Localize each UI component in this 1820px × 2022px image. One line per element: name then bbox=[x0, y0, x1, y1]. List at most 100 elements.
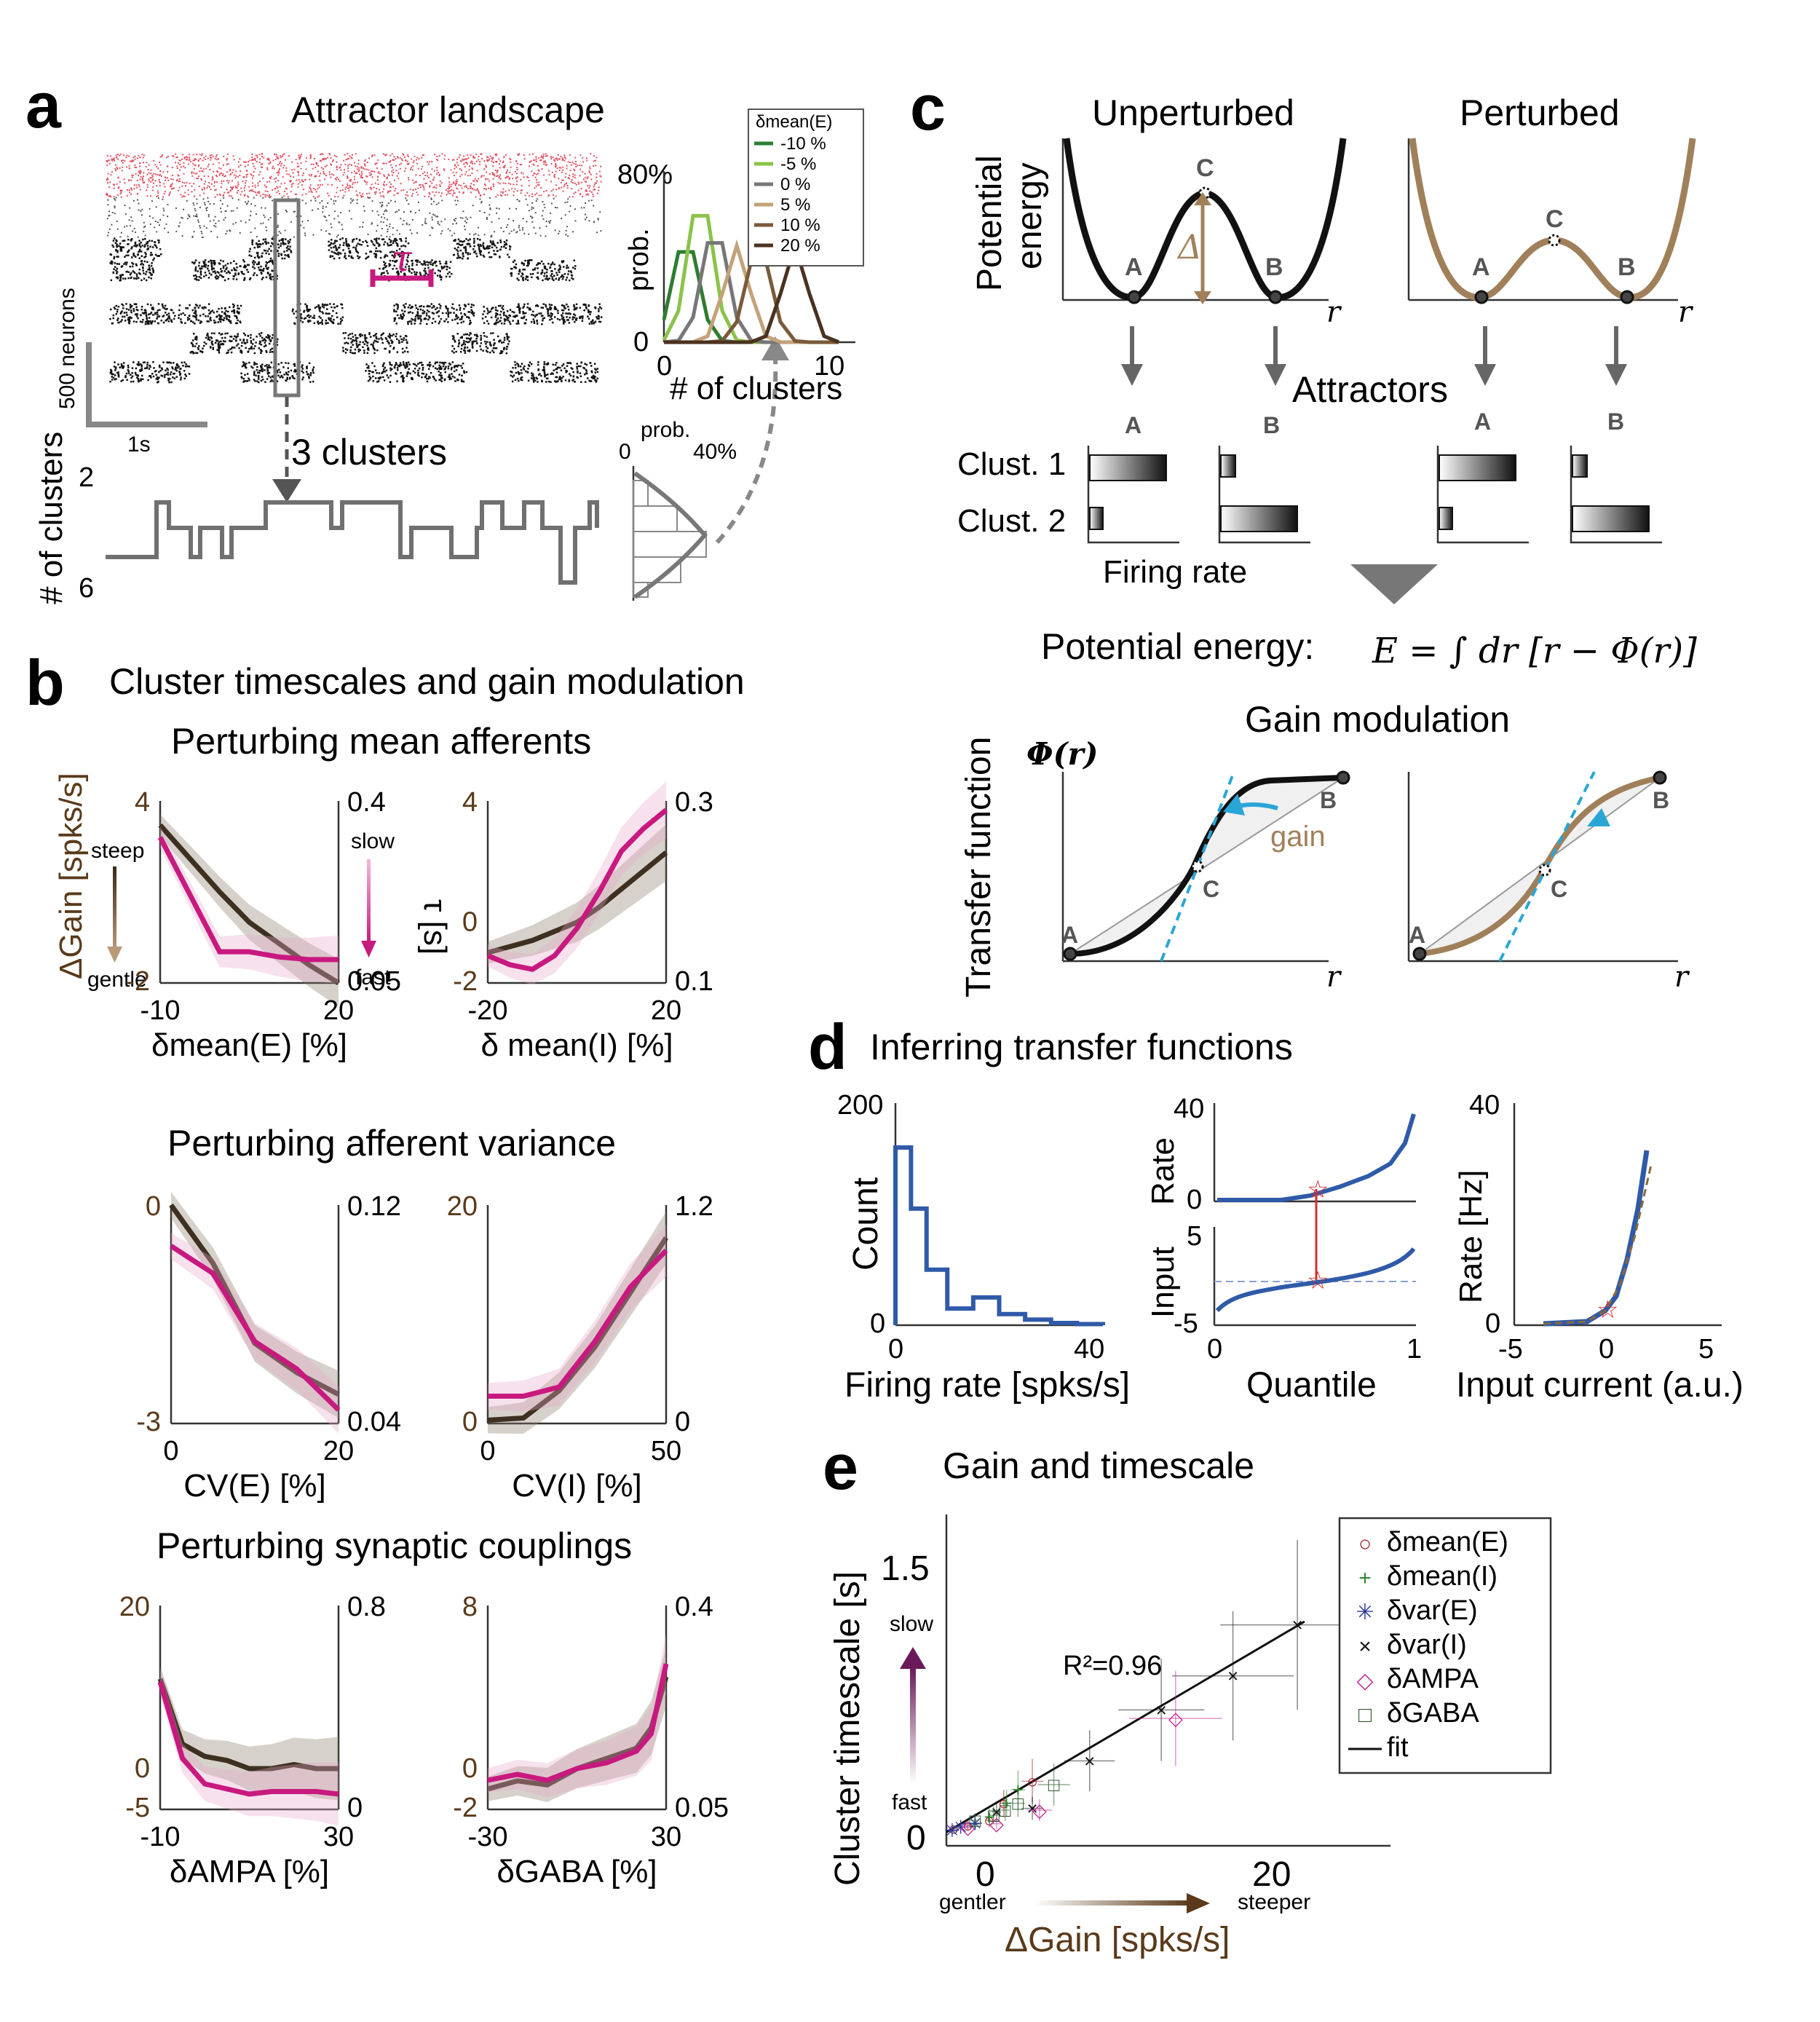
raster-dot bbox=[403, 310, 406, 312]
raster-dot bbox=[304, 232, 306, 234]
raster-dot-exc bbox=[400, 189, 403, 191]
raster-dot-exc bbox=[555, 195, 557, 197]
raster-dot bbox=[451, 335, 454, 337]
raster-dot-exc bbox=[360, 196, 363, 198]
raster-dot bbox=[417, 363, 419, 365]
raster-dot-exc bbox=[532, 175, 534, 177]
raster-dot-exc bbox=[371, 170, 373, 173]
raster-dot bbox=[218, 352, 221, 354]
raster-dot bbox=[234, 269, 236, 271]
raster-dot-exc bbox=[436, 159, 438, 161]
raster-dot-exc bbox=[112, 183, 114, 186]
raster-dot bbox=[286, 254, 288, 257]
raster-dot-exc bbox=[473, 189, 475, 191]
raster-dot bbox=[181, 361, 183, 364]
raster-dot bbox=[408, 312, 410, 314]
raster-dot bbox=[195, 352, 197, 354]
raster-dot bbox=[309, 308, 312, 311]
raster-dot-exc bbox=[423, 178, 425, 180]
raster-dot-exc bbox=[474, 178, 476, 180]
raster-dot bbox=[203, 202, 205, 204]
raster-dot-exc bbox=[579, 175, 581, 177]
raster-dot bbox=[194, 311, 197, 313]
raster-dot bbox=[469, 339, 472, 341]
raster-dot-exc bbox=[314, 189, 317, 191]
raster-dot bbox=[267, 335, 270, 337]
raster-dot bbox=[211, 344, 214, 346]
raster-dot-exc bbox=[149, 195, 151, 197]
raster-dot-exc bbox=[526, 191, 529, 194]
raster-dot-exc bbox=[139, 170, 141, 172]
raster-dot bbox=[585, 202, 587, 205]
raster-dot bbox=[438, 202, 440, 204]
raster-dot bbox=[432, 312, 435, 315]
raster-dot bbox=[452, 338, 454, 340]
raster-dot-exc bbox=[244, 185, 246, 187]
raster-dot-exc bbox=[578, 183, 580, 185]
raster-dot-exc bbox=[585, 194, 587, 196]
raster-dot bbox=[263, 267, 265, 270]
raster-dot-exc bbox=[115, 154, 117, 157]
raster-dot-exc bbox=[465, 186, 467, 189]
raster-dot bbox=[226, 272, 228, 275]
raster-dot bbox=[526, 261, 529, 264]
raster-dot bbox=[451, 303, 454, 306]
raster-dot-exc bbox=[277, 190, 280, 192]
raster-dot bbox=[266, 351, 268, 353]
raster-dot bbox=[359, 335, 362, 338]
raster-dot bbox=[164, 227, 166, 229]
raster-dot-exc bbox=[235, 175, 237, 177]
raster-dot-exc bbox=[452, 171, 454, 173]
raster-dot-exc bbox=[158, 178, 160, 181]
raster-dot-exc bbox=[464, 186, 466, 188]
raster-dot bbox=[135, 306, 138, 308]
raster-dot-exc bbox=[356, 165, 358, 167]
raster-dot bbox=[524, 312, 527, 315]
raster-dot bbox=[505, 247, 507, 249]
raster-dot-exc bbox=[510, 183, 512, 185]
raster-dot bbox=[312, 369, 314, 372]
raster-dot-exc bbox=[314, 175, 317, 177]
raster-dot bbox=[405, 341, 408, 344]
raster-dot bbox=[122, 307, 124, 309]
raster-dot bbox=[140, 363, 142, 366]
raster-dot bbox=[355, 339, 357, 341]
raster-dot bbox=[219, 318, 221, 321]
raster-dot bbox=[395, 338, 398, 340]
raster-dot bbox=[265, 242, 268, 245]
raster-dot-exc bbox=[257, 184, 259, 186]
raster-dot-exc bbox=[122, 162, 124, 164]
raster-dot bbox=[479, 198, 481, 200]
raster-dot-exc bbox=[360, 175, 362, 178]
raster-dot-exc bbox=[552, 194, 554, 196]
raster-dot-exc bbox=[314, 167, 317, 169]
raster-dot bbox=[461, 380, 463, 382]
raster-dot bbox=[269, 380, 272, 383]
raster-dot bbox=[264, 339, 267, 342]
raster-dot bbox=[293, 365, 296, 367]
raster-dot bbox=[395, 250, 398, 252]
raster-dot-exc bbox=[159, 181, 161, 183]
raster-dot-exc bbox=[470, 183, 472, 185]
raster-dot bbox=[277, 246, 280, 249]
raster-dot-exc bbox=[114, 164, 116, 166]
raster-dot bbox=[394, 200, 396, 202]
raster-dot bbox=[229, 261, 232, 264]
raster-dot-exc bbox=[493, 173, 495, 175]
raster-dot bbox=[598, 310, 600, 312]
raster-dot bbox=[271, 261, 274, 264]
raster-dot bbox=[222, 319, 225, 321]
raster-dot-exc bbox=[358, 173, 360, 175]
raster-dot-exc bbox=[214, 196, 216, 198]
raster-dot bbox=[508, 314, 510, 317]
panel-a: a Attractor landscape τ 500 neurons 1s 3… bbox=[25, 69, 864, 604]
raster-dot bbox=[241, 341, 243, 344]
raster-dot bbox=[368, 373, 371, 375]
raster-dot-exc bbox=[276, 172, 278, 174]
raster-dot bbox=[146, 248, 149, 250]
raster-dot bbox=[534, 268, 536, 271]
raster-dot bbox=[575, 319, 577, 321]
raster-dot bbox=[398, 317, 400, 320]
raster-dot bbox=[391, 250, 393, 253]
raster-dot-exc bbox=[542, 157, 544, 159]
